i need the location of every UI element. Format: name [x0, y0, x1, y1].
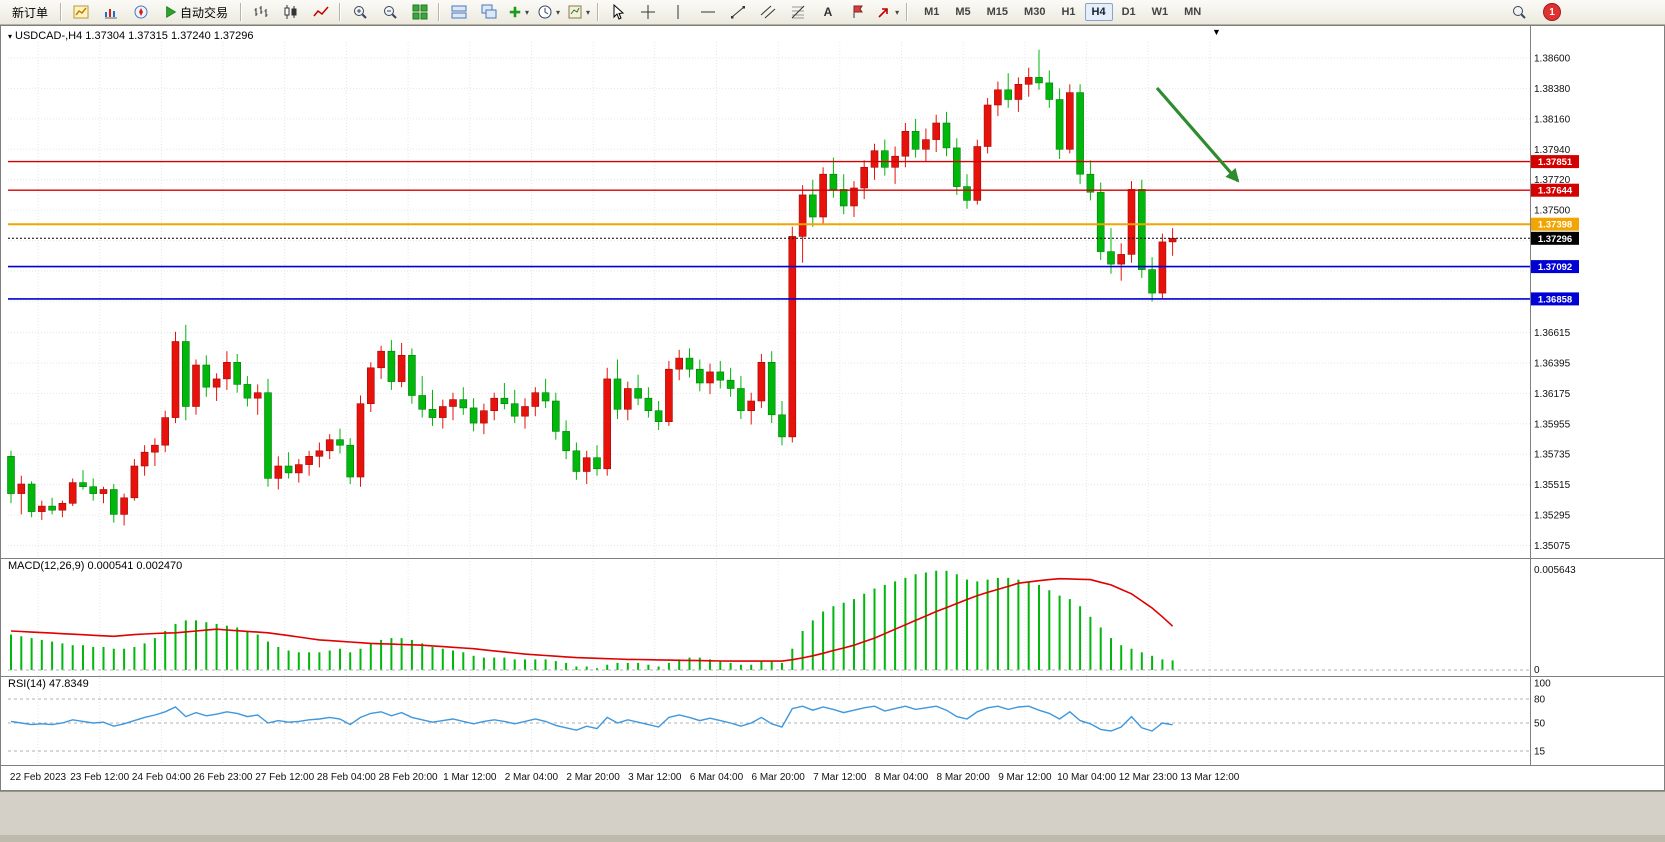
horizontal-line-icon [700, 11, 715, 13]
toolbar-separator [339, 3, 342, 21]
cursor-icon [613, 4, 624, 20]
chart-profile-icon [73, 5, 89, 19]
timeframe-w1[interactable]: W1 [1151, 6, 1169, 18]
line-chart-button[interactable] [306, 1, 335, 24]
tile-windows-icon [412, 4, 428, 20]
tile-windows-button[interactable] [405, 1, 434, 24]
add-indicator-icon [509, 6, 521, 18]
chevron-down-icon: ▾ [556, 7, 561, 17]
autotrading-play-icon [166, 5, 177, 19]
cascade-windows-button[interactable] [474, 1, 503, 24]
text-tool-icon: A [823, 5, 832, 19]
timeframe-d1[interactable]: D1 [1121, 6, 1136, 18]
chart-template-button[interactable]: ▾ [564, 1, 593, 24]
text-label-tool-button[interactable] [843, 1, 872, 24]
chevron-down-icon: ▾ [586, 7, 591, 17]
macd-indicator-label: MACD(12,26,9) 0.000541 0.002470 [8, 560, 183, 572]
fibonacci-retracement-icon [791, 5, 804, 19]
equidistant-channel-tool-button[interactable] [753, 1, 782, 24]
candlestick-chart-icon [284, 5, 297, 19]
navigator-button[interactable] [126, 1, 155, 24]
timeframe-h1[interactable]: H1 [1061, 6, 1076, 18]
bar-chart-icon [254, 6, 268, 17]
chart-collapse-icon[interactable]: ▾ [8, 32, 13, 41]
notification-badge[interactable]: 1 [1543, 3, 1561, 21]
toolbar-separator [240, 3, 243, 21]
candlestick-chart-button[interactable] [276, 1, 305, 24]
text-tool-button[interactable]: A [813, 1, 842, 24]
rsi-indicator-label: RSI(14) 47.8349 [8, 678, 89, 690]
zoom-in-button[interactable] [345, 1, 374, 24]
equidistant-channel-icon [760, 5, 775, 19]
status-strip [0, 791, 1665, 842]
chart-window[interactable] [0, 25, 1665, 791]
arrange-windows-button[interactable] [444, 1, 473, 24]
chevron-down-icon: ▾ [525, 7, 530, 17]
autotrading-button[interactable]: 自动交易 [156, 1, 236, 24]
search-icon [1512, 6, 1526, 19]
timeframe-m1[interactable]: M1 [924, 6, 940, 18]
add-indicator-button[interactable]: ▾ [504, 1, 533, 24]
arrow-shapes-button[interactable]: ▾ [873, 1, 902, 24]
crosshair-icon [640, 5, 655, 19]
cascade-windows-icon [481, 4, 497, 19]
market-watch-icon [104, 9, 117, 19]
chart-template-icon [568, 5, 582, 19]
toolbar-separator [438, 3, 441, 21]
toolbar-separator [906, 3, 909, 21]
line-chart-icon [312, 6, 329, 17]
chart-title-text: USDCAD-,H4 1.37304 1.37315 1.37240 1.372… [15, 30, 254, 42]
toolbar-separator [60, 3, 63, 21]
timeframe-m30[interactable]: M30 [1024, 6, 1046, 18]
bar-chart-button[interactable] [246, 1, 275, 24]
fibonacci-tool-button[interactable] [783, 1, 812, 24]
status-strip-edge [0, 835, 1665, 842]
new-order-button[interactable]: 新订单 [4, 2, 56, 23]
chart-profiles-button[interactable] [66, 1, 95, 24]
autotrading-label: 自动交易 [180, 5, 229, 20]
timeframe-group: M1 M5 M15 M30 H1 H4 D1 W1 MN [916, 3, 1209, 21]
arrange-windows-icon [451, 5, 467, 19]
zoom-out-button[interactable] [375, 1, 404, 24]
chevron-down-icon: ▾ [895, 7, 900, 17]
toolbar-separator [597, 3, 600, 21]
timeframe-m15[interactable]: M15 [986, 6, 1009, 18]
trendline-icon [730, 6, 745, 19]
navigator-icon [134, 5, 148, 19]
vertical-line-tool-button[interactable] [663, 1, 692, 24]
chart-title: ▾ USDCAD-,H4 1.37304 1.37315 1.37240 1.37… [8, 30, 254, 42]
clock-icon [538, 5, 552, 19]
timeframe-mn[interactable]: MN [1184, 6, 1202, 18]
chart-shift-marker-icon[interactable]: ▼ [1212, 27, 1221, 37]
toolbar: 新订单 自动交易 ▾ ▾ [0, 0, 1665, 25]
symbol-search-button[interactable] [1504, 1, 1533, 24]
zoom-in-icon [353, 6, 367, 19]
cursor-tool-button[interactable] [603, 1, 632, 24]
arrow-shapes-icon [878, 8, 888, 18]
timeframe-m5[interactable]: M5 [955, 6, 971, 18]
svg-text:A: A [823, 5, 832, 19]
timeframe-h4[interactable]: H4 [1084, 3, 1113, 21]
zoom-out-icon [383, 6, 397, 19]
vertical-line-icon [677, 5, 679, 19]
toolbar-right-cluster: 1 [1504, 1, 1661, 24]
horizontal-line-tool-button[interactable] [693, 1, 722, 24]
period-selector-button[interactable]: ▾ [534, 1, 563, 24]
market-watch-button[interactable] [96, 1, 125, 24]
trendline-tool-button[interactable] [723, 1, 752, 24]
crosshair-tool-button[interactable] [633, 1, 662, 24]
text-label-icon [853, 5, 863, 18]
